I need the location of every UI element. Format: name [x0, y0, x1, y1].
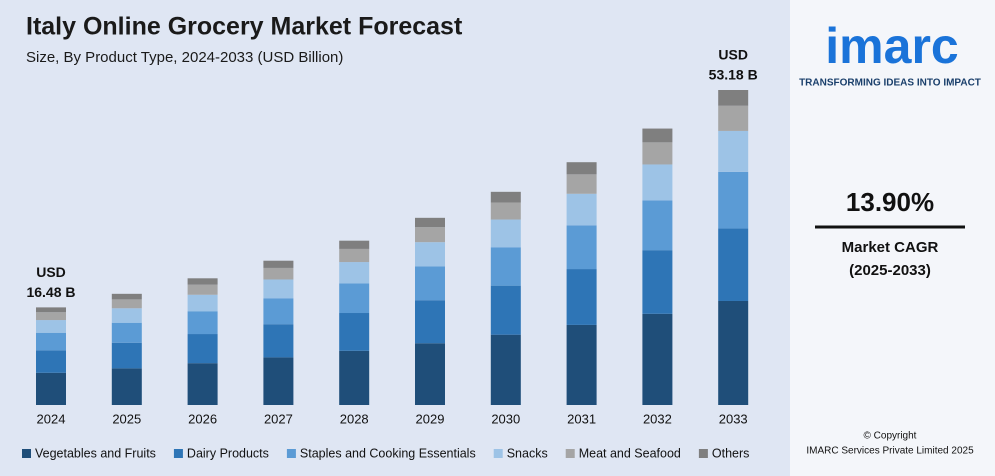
bar-segment: [490, 334, 521, 405]
legend-label: Others: [712, 446, 750, 460]
x-tick-label: 2032: [643, 411, 672, 426]
cagr-value: 13.90%: [846, 187, 934, 217]
bar-segment: [566, 193, 597, 226]
side-panel: [790, 0, 995, 476]
bar-segment: [111, 308, 142, 323]
bar-segment: [718, 171, 749, 229]
legend-swatch: [173, 449, 183, 458]
bar-segment: [36, 332, 66, 351]
bar-segment: [339, 248, 370, 263]
bar-segment: [718, 300, 749, 405]
bar-segment: [642, 142, 673, 165]
legend-label: Vegetables and Fruits: [35, 446, 156, 460]
bar-segment: [566, 269, 597, 325]
bar-segment: [490, 247, 521, 286]
bar-segment: [111, 293, 142, 300]
bar-segment: [566, 174, 597, 194]
logo: imarc: [825, 18, 958, 74]
bar-segment: [642, 313, 673, 405]
bar-segment: [566, 324, 597, 405]
bar-segment: [339, 350, 370, 405]
copyright: © Copyright: [864, 431, 917, 442]
bar-segment: [339, 262, 370, 284]
bar-segment: [718, 105, 749, 131]
bar-segment: [111, 368, 142, 405]
bar-segment: [718, 228, 749, 301]
total-annotation: USD: [718, 47, 748, 63]
chart-title: Italy Online Grocery Market Forecast: [26, 13, 463, 41]
legend-label: Meat and Seafood: [579, 446, 681, 460]
bar-segment: [415, 242, 445, 267]
bar-segment: [263, 357, 294, 405]
bar-segment: [263, 324, 294, 358]
tagline: TRANSFORMING IDEAS INTO IMPACT: [799, 78, 981, 89]
legend-swatch: [698, 449, 708, 458]
bar-segment: [187, 278, 218, 285]
bar-segment: [566, 162, 597, 175]
bar-segment: [490, 202, 521, 220]
copyright: IMARC Services Private Limited 2025: [806, 446, 974, 457]
bar-segment: [490, 285, 521, 335]
bar-segment: [263, 267, 294, 280]
bar-segment: [642, 128, 673, 143]
total-annotation: 53.18 B: [709, 67, 758, 83]
bar-segment: [415, 217, 445, 228]
bar-segment: [263, 260, 294, 268]
bar-segment: [187, 294, 218, 312]
x-tick-label: 2029: [416, 411, 445, 426]
legend-swatch: [22, 449, 31, 458]
bar-segment: [36, 320, 66, 333]
bar-segment: [187, 334, 218, 364]
bar-segment: [642, 250, 673, 314]
bar-segment: [187, 284, 218, 295]
bar-segment: [36, 312, 66, 321]
bar-segment: [36, 372, 66, 405]
total-annotation: 16.48 B: [26, 284, 75, 300]
bar-segment: [36, 307, 66, 313]
bar-segment: [339, 283, 370, 314]
total-annotation: USD: [36, 264, 66, 280]
bar-segment: [490, 191, 521, 203]
bar-segment: [718, 130, 749, 172]
bar-segment: [111, 299, 142, 309]
bar-segment: [490, 219, 521, 248]
bar-segment: [642, 200, 673, 251]
x-tick-label: 2028: [340, 411, 369, 426]
legend-swatch: [565, 449, 575, 458]
x-tick-label: 2033: [719, 411, 748, 426]
bar-segment: [263, 279, 294, 299]
bar-segment: [36, 350, 66, 373]
legend-swatch: [286, 449, 296, 458]
bar-segment: [415, 343, 445, 405]
bar-segment: [415, 300, 445, 344]
x-tick-label: 2026: [188, 411, 217, 426]
cagr-period: (2025-2033): [849, 262, 931, 279]
bar-segment: [415, 266, 445, 301]
bar-segment: [111, 342, 142, 369]
bar-segment: [339, 240, 370, 249]
legend-label: Dairy Products: [187, 446, 269, 460]
x-tick-label: 2031: [567, 411, 596, 426]
bar-segment: [415, 227, 445, 243]
bar-segment: [642, 164, 673, 201]
bar-segment: [187, 363, 218, 405]
x-tick-label: 2024: [37, 411, 66, 426]
bar-segment: [566, 225, 597, 270]
legend-label: Staples and Cooking Essentials: [300, 446, 476, 460]
chart-subtitle: Size, By Product Type, 2024-2033 (USD Bi…: [26, 49, 343, 66]
bar-segment: [187, 311, 218, 335]
x-tick-label: 2025: [112, 411, 141, 426]
x-tick-label: 2030: [491, 411, 520, 426]
bar-segment: [111, 322, 142, 343]
legend-swatch: [493, 449, 503, 458]
bar-segment: [339, 313, 370, 351]
cagr-label: Market CAGR: [842, 239, 939, 256]
x-tick-label: 2027: [264, 411, 293, 426]
legend-label: Snacks: [507, 446, 548, 460]
bar-segment: [718, 90, 749, 106]
bar-segment: [263, 298, 294, 325]
